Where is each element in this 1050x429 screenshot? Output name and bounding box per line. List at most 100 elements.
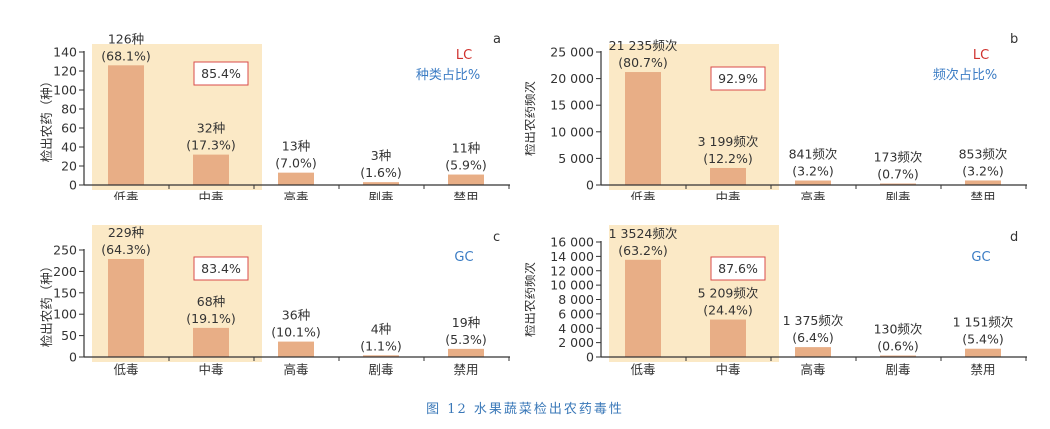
y-tick-label: 10 000 xyxy=(550,278,594,293)
bar xyxy=(795,347,831,357)
bar-value-label: 173频次 xyxy=(874,150,923,165)
method-label: LC xyxy=(456,48,472,63)
bar-value-label: 126种 xyxy=(108,31,144,46)
x-tick-label: 禁用 xyxy=(970,362,995,377)
chart-svg-d: 1 3524频次 (63.2%) 低毒 5 209频次 (24.4%) 中毒 1 375频次… xyxy=(522,225,1027,377)
bar-value-label: 19种 xyxy=(452,315,480,330)
cumulative-percent-label: 85.4% xyxy=(201,66,241,81)
cumulative-percent-label: 87.6% xyxy=(718,261,758,276)
y-tick-label: 12 000 xyxy=(550,263,594,278)
y-tick-label: 140 xyxy=(53,45,77,60)
figure-caption: 图 12 水果蔬菜检出农药毒性 xyxy=(426,402,624,417)
chart-svg-c: 229种 (64.3%) 低毒 68种 (19.1%) 中毒 36种 (10.1%) 高毒 4种 (… xyxy=(39,225,510,377)
bar-value-label: 229种 xyxy=(108,225,144,240)
x-tick-label: 低毒 xyxy=(630,190,655,200)
panel-letter: b xyxy=(1010,32,1018,47)
y-tick-label: 2 000 xyxy=(558,335,594,350)
bar xyxy=(278,341,314,357)
y-axis-label: 检出农药频次 xyxy=(525,262,537,337)
x-tick-label: 高毒 xyxy=(800,362,825,377)
x-tick-label: 剧毒 xyxy=(368,362,393,377)
bar xyxy=(965,180,1001,185)
y-tick-label: 100 xyxy=(53,83,77,98)
bar-value-label: 3 199频次 xyxy=(698,134,759,149)
bar-percent-label: (64.3%) xyxy=(101,242,150,257)
bar-value-label: 13种 xyxy=(282,139,310,154)
bar xyxy=(625,72,661,185)
panel-letter: a xyxy=(493,32,501,47)
y-tick-label: 200 xyxy=(53,264,77,279)
bar-percent-label: (3.2%) xyxy=(962,163,1004,178)
bar-percent-label: (19.1%) xyxy=(186,311,235,326)
bar-percent-label: (1.1%) xyxy=(360,338,402,353)
chart-panel-c: 229种 (64.3%) 低毒 68种 (19.1%) 中毒 36种 (10.1%) 高毒 4种 (… xyxy=(0,200,525,385)
panel-letter: c xyxy=(493,230,500,245)
method-label: LC xyxy=(973,48,989,63)
bar-percent-label: (5.4%) xyxy=(962,332,1004,347)
x-tick-label: 中毒 xyxy=(715,190,740,200)
x-tick-label: 高毒 xyxy=(800,190,825,200)
bar xyxy=(193,327,229,357)
bar xyxy=(363,182,399,185)
bar-percent-label: (17.3%) xyxy=(186,138,235,153)
bar-percent-label: (80.7%) xyxy=(618,55,667,70)
bar-percent-label: (0.6%) xyxy=(877,339,919,354)
panel-letter: d xyxy=(1010,230,1018,245)
bar-value-label: 21 235频次 xyxy=(609,38,678,53)
bar xyxy=(448,174,484,185)
y-tick-label: 4 000 xyxy=(558,321,594,336)
x-tick-label: 低毒 xyxy=(630,362,655,377)
x-tick-label: 剧毒 xyxy=(368,190,393,200)
x-tick-label: 禁用 xyxy=(453,190,478,200)
y-tick-label: 0 xyxy=(586,350,594,365)
bar-percent-label: (5.9%) xyxy=(445,158,487,173)
x-tick-label: 高毒 xyxy=(283,362,308,377)
chart-svg-a: 126种 (68.1%) 低毒 32种 (17.3%) 中毒 13种 (7.0%) 高毒 3种 (1… xyxy=(39,31,510,205)
bar xyxy=(880,355,916,357)
y-tick-label: 100 xyxy=(53,307,77,322)
x-tick-label: 禁用 xyxy=(970,190,995,200)
cumulative-percent-box xyxy=(193,256,249,281)
y-tick-label: 15 000 xyxy=(550,98,594,113)
chart-panel-b: 21 235频次 (80.7%) 低毒 3 199频次 (12.2%) 中毒 841频次 (3… xyxy=(522,0,1050,205)
x-tick-label: 低毒 xyxy=(113,362,138,377)
y-tick-label: 0 xyxy=(69,350,77,365)
bar-percent-label: (68.1%) xyxy=(101,48,150,63)
method-label: GC xyxy=(971,250,990,265)
y-tick-label: 14 000 xyxy=(550,249,594,264)
bar-value-label: 1 151频次 xyxy=(953,315,1014,330)
x-tick-label: 中毒 xyxy=(198,190,223,200)
y-tick-label: 6 000 xyxy=(558,306,594,321)
y-tick-label: 0 xyxy=(586,178,594,193)
y-tick-label: 150 xyxy=(53,285,77,300)
bar-value-label: 130频次 xyxy=(874,322,923,337)
y-tick-label: 50 xyxy=(61,328,77,343)
bar xyxy=(795,180,831,185)
x-tick-label: 剧毒 xyxy=(885,190,910,200)
chart-panel-d: 1 3524频次 (63.2%) 低毒 5 209频次 (24.4%) 中毒 1 375频次… xyxy=(522,200,1050,385)
ratio-note: 频次占比% xyxy=(933,67,997,83)
bar-value-label: 32种 xyxy=(197,121,225,136)
bar-value-label: 4种 xyxy=(371,321,391,336)
y-tick-label: 10 000 xyxy=(550,124,594,139)
bar-percent-label: (63.2%) xyxy=(618,243,667,258)
bar-value-label: 853频次 xyxy=(959,146,1008,161)
y-tick-label: 16 000 xyxy=(550,235,594,250)
bar-value-label: 1 3524频次 xyxy=(609,226,678,241)
bar-percent-label: (7.0%) xyxy=(275,156,317,171)
bar-percent-label: (1.6%) xyxy=(360,165,402,180)
y-tick-label: 20 000 xyxy=(550,71,594,86)
bar-value-label: 841频次 xyxy=(789,147,838,162)
y-tick-label: 20 xyxy=(61,159,77,174)
cumulative-percent-box xyxy=(193,61,249,86)
y-tick-label: 40 xyxy=(61,140,77,155)
method-label: GC xyxy=(454,250,473,265)
y-tick-label: 250 xyxy=(53,243,77,258)
bar-percent-label: (24.4%) xyxy=(703,303,752,318)
bar xyxy=(108,65,144,185)
bar xyxy=(108,258,144,357)
bar xyxy=(278,172,314,185)
cumulative-percent-box xyxy=(710,256,766,281)
y-tick-label: 25 000 xyxy=(550,45,594,60)
bar-percent-label: (6.4%) xyxy=(792,330,834,345)
